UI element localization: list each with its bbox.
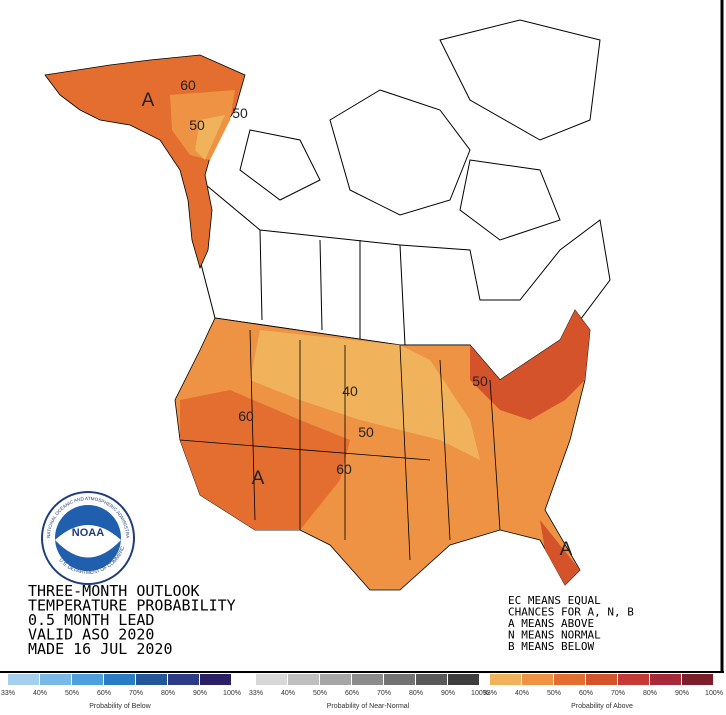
map-label: 50 — [232, 105, 248, 121]
legend-tick: 60% — [579, 690, 593, 697]
key-line: A MEANS ABOVE — [508, 617, 594, 630]
map-label: 60 — [238, 408, 254, 424]
legend-tick: 60% — [97, 690, 111, 697]
legend-tick: 50% — [313, 690, 327, 697]
logo-name: NOAA — [72, 527, 104, 539]
legend-swatch — [200, 674, 231, 685]
legend-title: Probability of Above — [571, 703, 633, 710]
legend-swatch — [320, 674, 351, 685]
legend-swatch — [448, 674, 479, 685]
key-line: N MEANS NORMAL — [508, 629, 601, 642]
legend-tick: 80% — [643, 690, 657, 697]
map-label: A — [252, 468, 265, 489]
legend-title: Probability of Below — [89, 703, 151, 710]
legend-swatch — [168, 674, 199, 685]
legend-tick: 40% — [281, 690, 295, 697]
legend-swatch — [650, 674, 681, 685]
key-line: B MEANS BELOW — [508, 640, 594, 653]
legend-tick: 50% — [547, 690, 561, 697]
legend-tick: 100% — [705, 690, 723, 697]
header-line: MADE 16 JUL 2020 — [28, 640, 173, 658]
legend-swatch — [416, 674, 447, 685]
legend-swatch — [554, 674, 585, 685]
legend-swatch — [586, 674, 617, 685]
alaska — [44, 54, 246, 270]
map-label: 50 — [472, 373, 488, 389]
legend-tick: 80% — [409, 690, 423, 697]
legend-swatch — [682, 674, 713, 685]
legend-swatch — [522, 674, 553, 685]
legend-tick: 33% — [1, 690, 15, 697]
canada-outline — [199, 19, 611, 381]
key-line: CHANCES FOR A, N, B — [508, 606, 634, 619]
legend-tick: 60% — [345, 690, 359, 697]
legend-tick: 33% — [483, 690, 497, 697]
conus — [174, 309, 591, 591]
key-line: EC MEANS EQUAL — [508, 594, 601, 607]
legend-tick: 50% — [65, 690, 79, 697]
legend-tick: 40% — [515, 690, 529, 697]
legend-tick: 90% — [193, 690, 207, 697]
legend-swatch — [288, 674, 319, 685]
header-line: 0.5 MONTH LEAD — [28, 611, 154, 629]
map-label: A — [142, 90, 155, 111]
legend-tick: 70% — [377, 690, 391, 697]
legend-tick: 70% — [611, 690, 625, 697]
legend-swatch — [384, 674, 415, 685]
legend-tick: 100% — [223, 690, 241, 697]
map-label: 60 — [180, 77, 196, 93]
map-label: 50 — [358, 424, 374, 440]
map-label: 50 — [189, 117, 205, 133]
legend-swatch — [72, 674, 103, 685]
legend-tick: 80% — [161, 690, 175, 697]
header-line: TEMPERATURE PROBABILITY — [28, 597, 236, 615]
legend-swatch — [8, 674, 39, 685]
legend-tick: 33% — [249, 690, 263, 697]
map-label: 40 — [342, 383, 358, 399]
legend-tick: 90% — [675, 690, 689, 697]
legend-swatch — [104, 674, 135, 685]
legend-title: Probability of Near-Normal — [327, 703, 410, 710]
legend-tick: 70% — [129, 690, 143, 697]
legend-tick: 90% — [441, 690, 455, 697]
legend-swatch — [136, 674, 167, 685]
legend-swatch — [352, 674, 383, 685]
legend-swatch — [40, 674, 71, 685]
legend-tick: 40% — [33, 690, 47, 697]
map-label: A — [560, 539, 573, 560]
legend-swatch — [490, 674, 521, 685]
map-label: 60 — [336, 461, 352, 477]
logo — [41, 491, 135, 585]
legend-swatch — [618, 674, 649, 685]
header-line: VALID ASO 2020 — [28, 626, 154, 644]
legend-tick: 100% — [471, 690, 489, 697]
legend-swatch — [256, 674, 287, 685]
header-line: THREE-MONTH OUTLOOK — [28, 582, 200, 600]
